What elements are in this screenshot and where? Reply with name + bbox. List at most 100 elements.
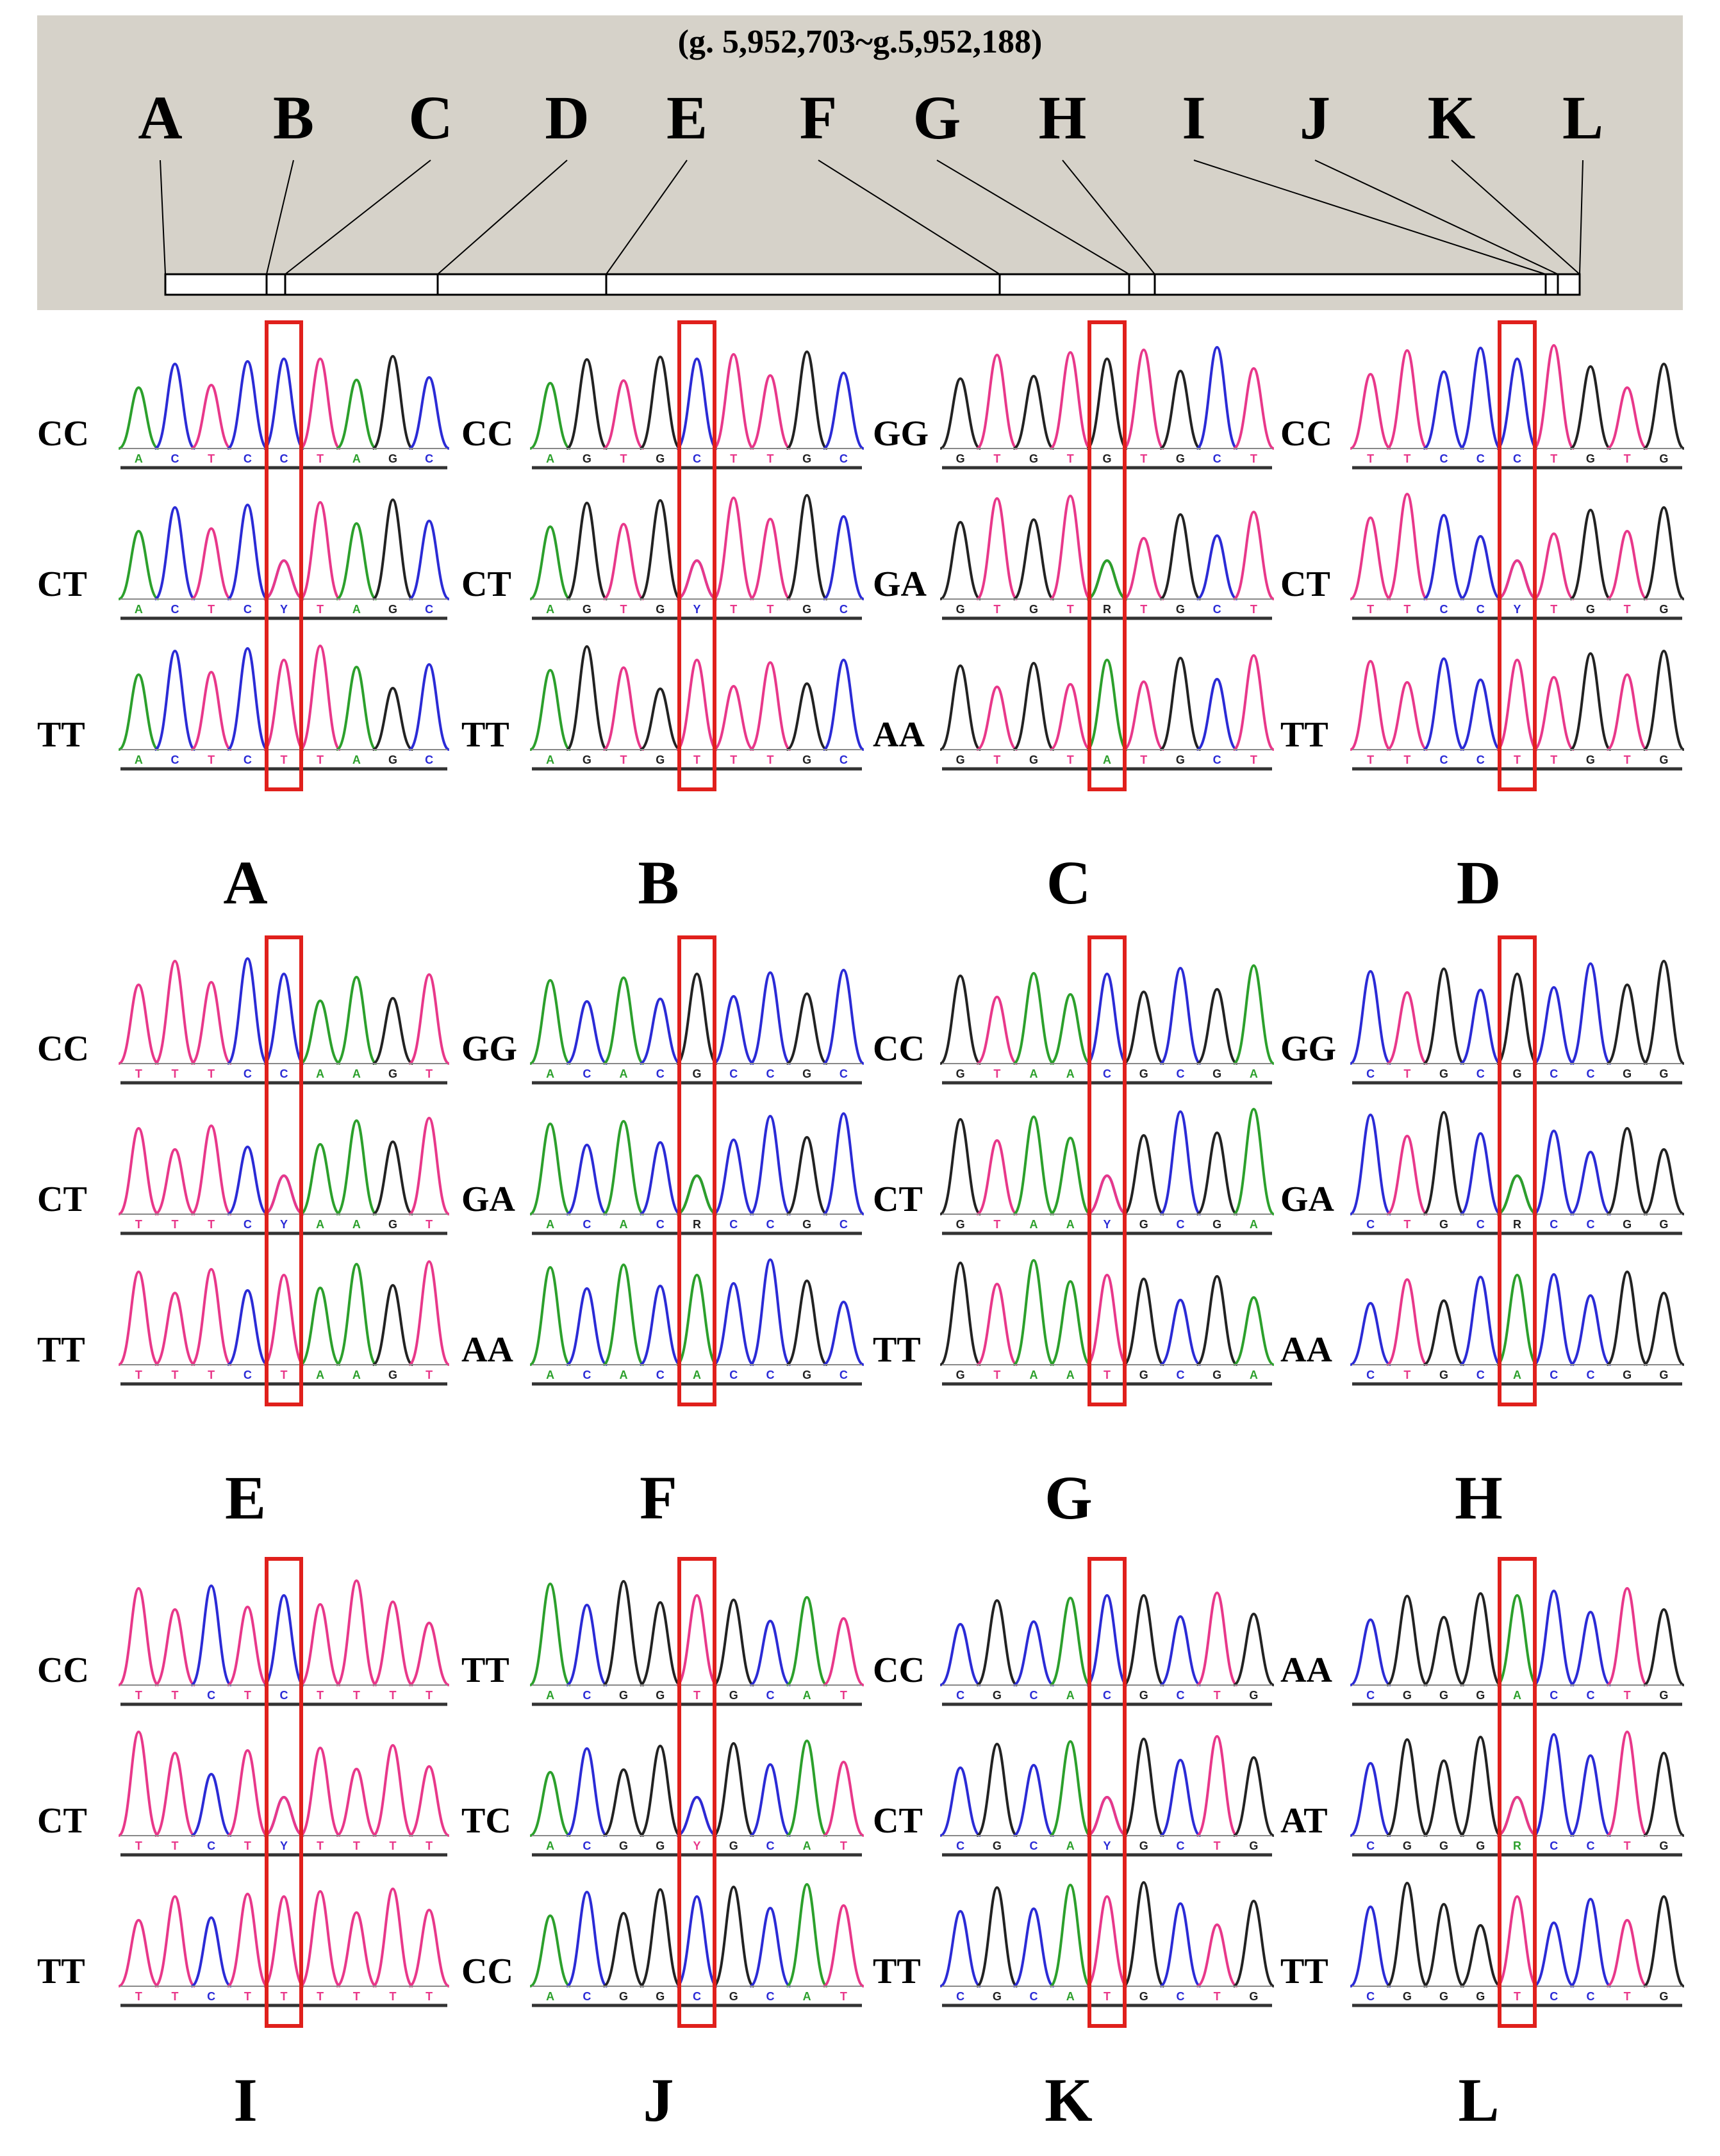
trace-peak-t [227,1605,269,1686]
base-call: T [993,452,1000,465]
trace-peak-c [822,1112,864,1215]
trace-peak-g [786,493,828,600]
trace-peak-g [786,1279,828,1366]
trace-peak-a [529,978,572,1065]
base-call: T [172,1067,179,1080]
base-call: G [1659,1990,1668,2003]
base-call: C [1476,753,1485,766]
trace-peak-c [939,1909,981,1987]
base-call: T [1624,1689,1631,1702]
trace-peak-g [1642,362,1685,450]
trace-peak-t [1606,1730,1648,1837]
base-call: C [1586,1369,1594,1381]
base-call: C [1550,1369,1558,1381]
trace-peak-c [1533,1732,1575,1837]
base-call: C [766,1218,774,1231]
trace-peak-c [1569,962,1612,1065]
base-call: C [1366,1990,1375,2003]
genotype-label: CT [37,564,87,604]
trace-peak-g [1423,1110,1465,1215]
base-call: C [244,1369,252,1381]
snp-highlight-box [264,320,304,791]
base-call: C [1030,1990,1038,2003]
trace-peak-a [1232,964,1275,1065]
base-call: G [656,753,665,766]
base-call: C [1366,1839,1375,1852]
base-call: A [352,452,361,465]
trace-peak-c [939,1622,981,1686]
trace-peak-a [1496,1273,1538,1366]
trace-peak-g [1013,374,1055,450]
trace-peak-t [1350,372,1391,450]
trace-peak-c [713,994,755,1065]
trace-peak-t [299,357,341,450]
trace-peak-c [1569,1754,1612,1837]
base-call: A [1066,1218,1075,1231]
base-call: T [172,1369,179,1381]
base-call: T [766,452,773,465]
base-call: T [1367,603,1374,616]
trace-peak-t [1123,348,1165,450]
base-call: A [546,452,554,465]
trace-peak-g [1569,508,1612,600]
genotype-label: GG [461,1029,518,1069]
base-call-snp: Y [280,603,288,616]
snp-highlight-box [264,935,304,1406]
base-call: T [135,1839,142,1852]
trace-peak-t [1606,673,1648,751]
trace-peak-t [299,1746,341,1837]
trace-peak-t [676,658,718,751]
base-call: C [244,1067,252,1080]
trace-peak-g [1423,1299,1465,1366]
base-call: A [546,1218,554,1231]
base-call: T [208,753,215,766]
base-call: G [583,603,591,616]
base-call-snp: T [1514,1990,1521,2003]
base-call: G [956,452,965,465]
trace-peak-t [749,517,791,600]
base-call: C [729,1067,738,1080]
genotype-label: AA [461,1330,513,1370]
trace-peak-a [1049,1883,1091,1987]
trace-peak-t [190,980,232,1065]
genotype-label: CC [461,414,513,454]
base-call: A [135,753,143,766]
trace-peak-c [154,649,196,751]
trace-peak-c [1350,969,1392,1065]
base-call: G [1659,753,1668,766]
genotype-label: CT [1280,564,1330,604]
base-call: G [802,603,811,616]
trace-peak-g [1123,1737,1165,1837]
trace-peak-c [1159,1615,1202,1686]
trace-peak-t [713,684,755,751]
base-call: G [956,1218,965,1231]
trace-peak-g [1196,987,1238,1065]
trace-peak-g [976,1742,1018,1837]
base-call: A [620,1067,628,1080]
trace-peak-c [1459,1275,1501,1366]
base-call: C [839,1369,848,1381]
base-call: T [244,1990,251,2003]
trace-peak-g [1013,518,1055,600]
trace-peak-t [227,1749,269,1837]
trace-peak-c [1159,1758,1202,1837]
base-call: C [1550,1689,1558,1702]
trace-peak-c [1086,972,1128,1065]
base-call: G [1439,1839,1448,1852]
base-call: A [1066,1369,1075,1381]
trace-peak-c [1196,534,1238,600]
base-call: G [1249,1689,1258,1702]
base-call: G [1139,1839,1148,1852]
base-call: C [1030,1839,1038,1852]
base-call: G [388,603,397,616]
base-call: G [956,603,965,616]
base-call: C [1476,1067,1485,1080]
genomic-range-label: (g. 5,952,703~g.5,952,188) [677,24,1043,60]
trace-peak-c [227,359,269,450]
base-call: T [353,1990,360,2003]
genotype-label: TT [37,1330,85,1370]
trace-peak-t [976,1139,1018,1215]
base-call: G [1029,452,1038,465]
site-letter-h: H [1038,83,1087,152]
